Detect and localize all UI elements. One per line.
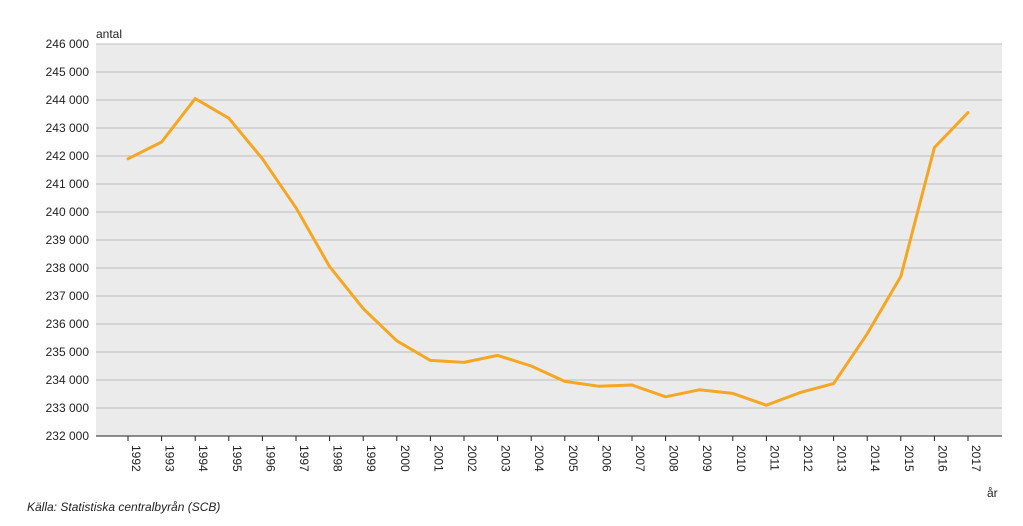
- y-tick-label: 232 000: [46, 429, 90, 443]
- x-tick-label: 1992: [129, 445, 143, 472]
- x-tick-label: 2001: [431, 445, 445, 472]
- x-tick-label: 2002: [465, 445, 479, 472]
- x-tick-label: 1994: [196, 445, 210, 472]
- x-tick-label: 2013: [835, 445, 849, 472]
- y-tick-label: 243 000: [46, 121, 90, 135]
- y-tick-label: 236 000: [46, 317, 90, 331]
- y-tick-label: 244 000: [46, 93, 90, 107]
- x-tick-label: 2010: [734, 445, 748, 472]
- x-tick-label: 2000: [398, 445, 412, 472]
- series-group: [126, 97, 970, 407]
- x-tick-label: 1997: [297, 445, 311, 472]
- y-tick-label: 235 000: [46, 345, 90, 359]
- x-tick-label: 2011: [767, 445, 781, 471]
- x-axis-ticks: 1992 1993 1994 1995 1996 1997 1998 1999 2000 2001…: [127, 436, 983, 472]
- x-tick-label: 2014: [868, 445, 882, 472]
- y-tick-label: 242 000: [46, 149, 90, 163]
- y-tick-label: 238 000: [46, 261, 90, 275]
- x-tick-label: 1995: [230, 445, 244, 472]
- y-axis-label: antal: [96, 27, 122, 41]
- x-tick-label: 1999: [364, 445, 378, 472]
- y-axis-ticks: 232 000 233 000 234 000 235 000 236 000 237 0…: [46, 37, 90, 443]
- source-note: Källa: Statistiska centralbyrån (SCB): [27, 500, 221, 514]
- y-tick-label: 240 000: [46, 205, 90, 219]
- y-tick-label: 246 000: [46, 37, 90, 51]
- x-tick-label: 2017: [969, 445, 983, 472]
- y-tick-label: 233 000: [46, 401, 90, 415]
- x-tick-label: 2007: [633, 445, 647, 472]
- x-tick-label: 2012: [801, 445, 815, 472]
- x-tick-label: 2006: [599, 445, 613, 472]
- x-tick-label: 2003: [499, 445, 513, 472]
- x-tick-label: 2004: [532, 445, 546, 472]
- y-tick-label: 237 000: [46, 289, 90, 303]
- x-tick-label: 2015: [902, 445, 916, 472]
- x-tick-label: 1993: [163, 445, 177, 472]
- x-tick-label: 2008: [667, 445, 681, 472]
- x-tick-label: 2016: [935, 445, 949, 472]
- y-tick-label: 241 000: [46, 177, 90, 191]
- x-tick-label: 2009: [700, 445, 714, 472]
- y-tick-label: 234 000: [46, 373, 90, 387]
- gridlines: [96, 43, 1002, 409]
- x-tick-label: 1996: [263, 445, 277, 472]
- y-tick-label: 239 000: [46, 233, 90, 247]
- x-axis-label: år: [987, 486, 998, 500]
- series-line: [126, 97, 970, 407]
- x-tick-label: 1998: [331, 445, 345, 472]
- x-tick-label: 2005: [566, 445, 580, 472]
- y-tick-label: 245 000: [46, 65, 90, 79]
